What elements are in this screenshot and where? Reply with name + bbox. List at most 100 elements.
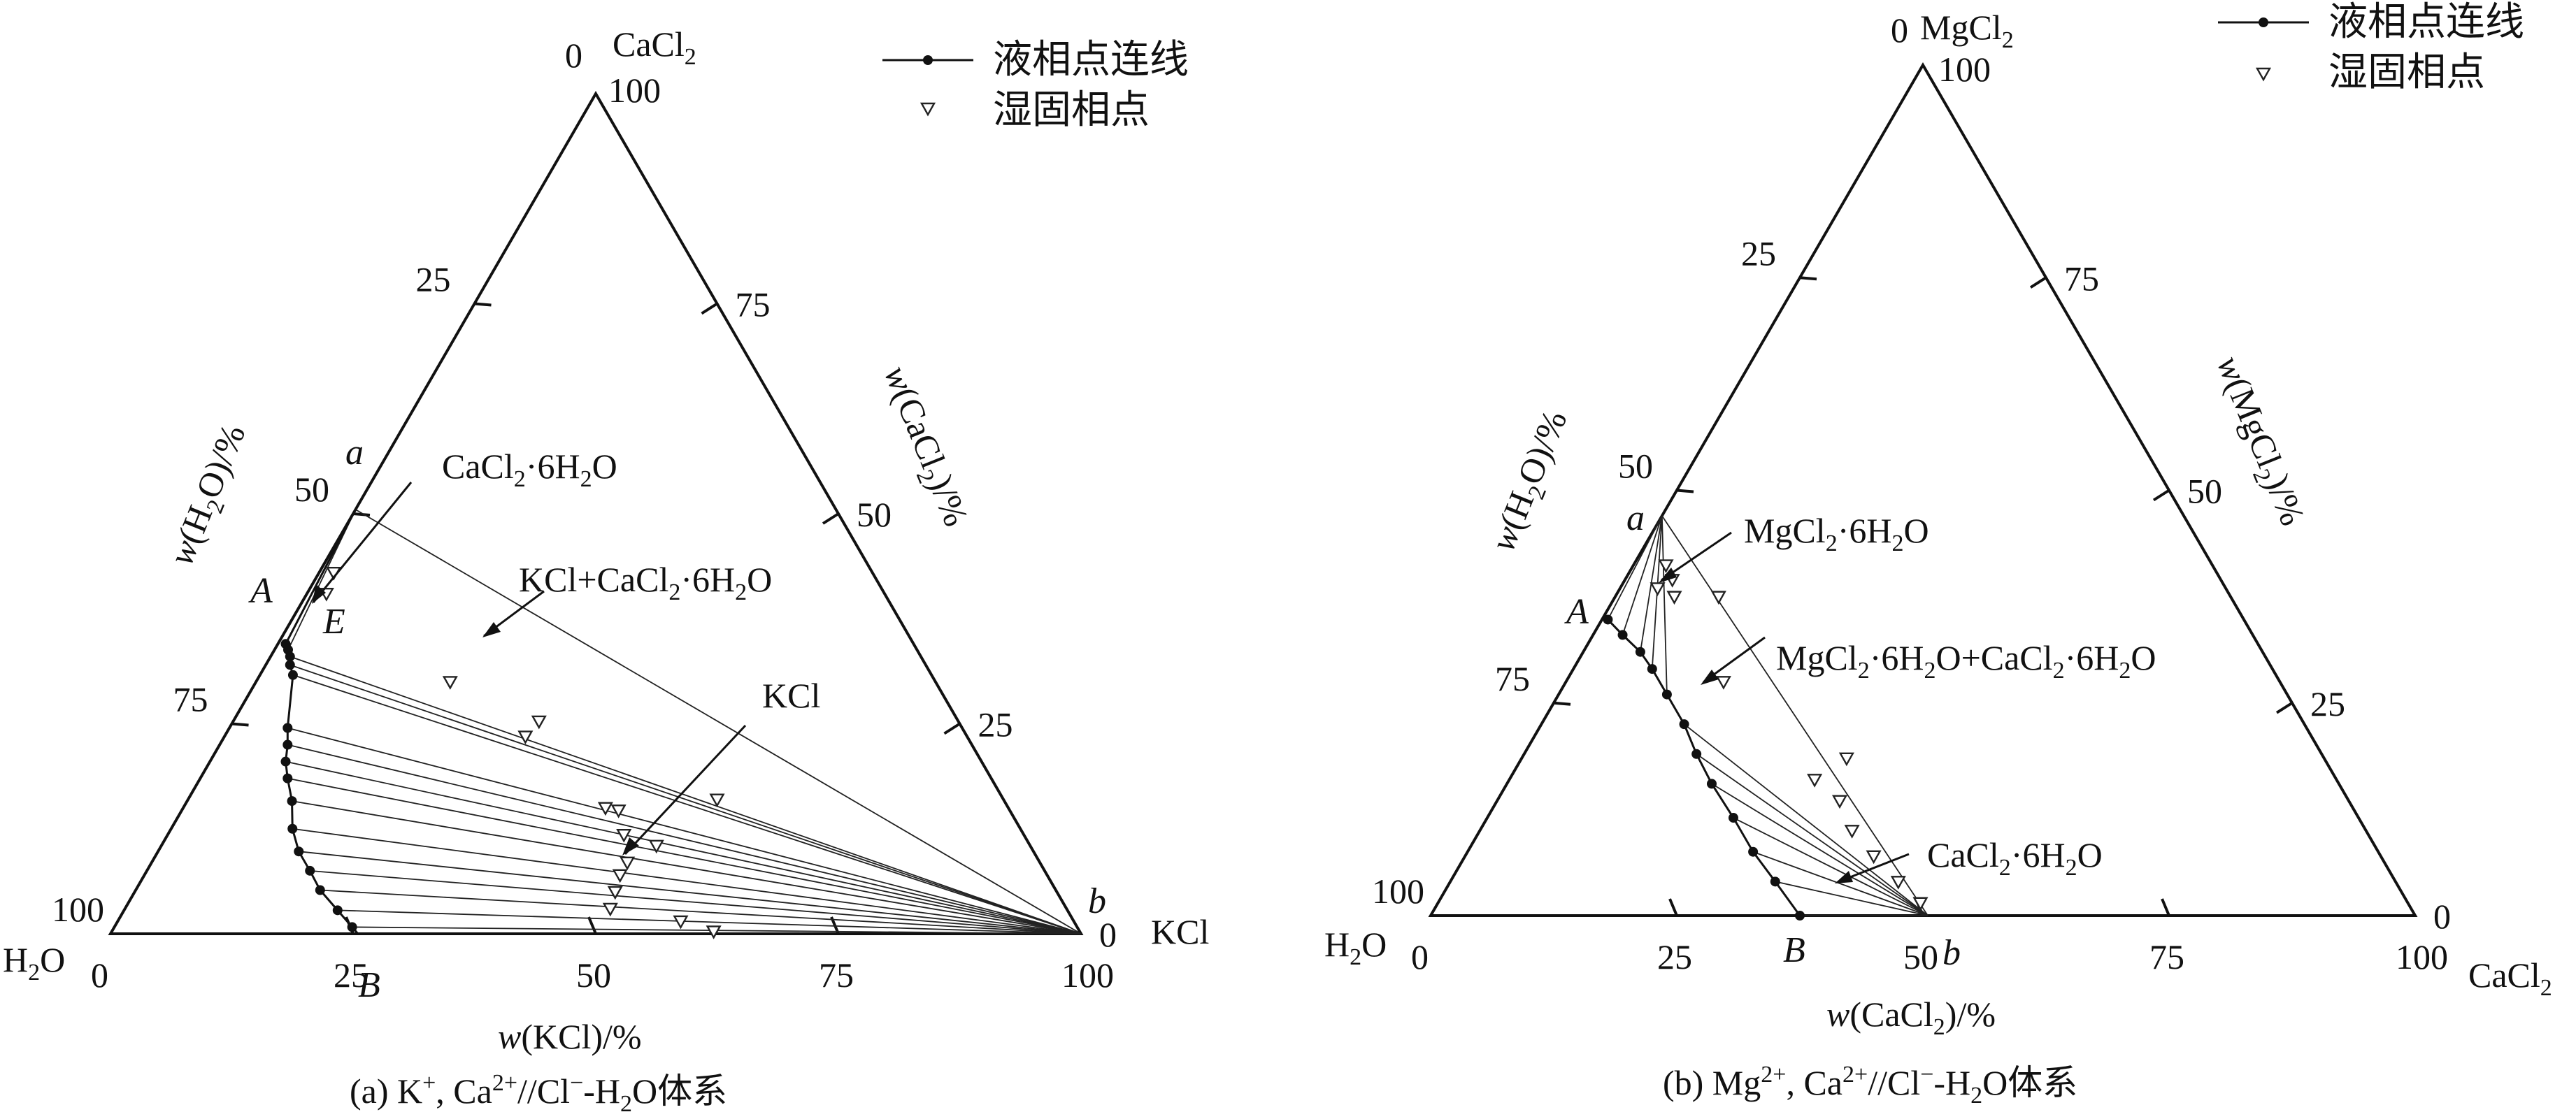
b-ticklabel-left-25: 25 xyxy=(1741,233,1776,273)
b-tick-right-50 xyxy=(2152,489,2170,502)
panel-a-arrowhead-mixed-region xyxy=(482,622,501,637)
b-tick-bottom-75 xyxy=(2161,898,2170,916)
a-wet-solid-point-10 xyxy=(620,856,636,871)
legend-b-liquid-dot xyxy=(2259,17,2268,27)
b-ticklabel-right-50: 50 xyxy=(2187,472,2222,511)
a-wet-solid-point-14 xyxy=(673,915,689,930)
panel-a-corner-apex-top: 0 xyxy=(565,36,582,75)
b-tie-line-8 xyxy=(1733,817,1929,916)
b-tie-line-1 xyxy=(1622,515,1663,635)
panel-b-corner-left: H2O xyxy=(1324,925,1387,970)
b-tick-right-25 xyxy=(2275,702,2294,714)
a-tick-right-25 xyxy=(943,722,961,735)
panel-b-corner-apex-100: 100 xyxy=(1938,50,1991,89)
panel-b-liquid-curve xyxy=(1603,614,1805,921)
a-tie-line-6 xyxy=(287,744,1082,934)
b-wet-solid-point-11 xyxy=(1890,876,1906,890)
a-ticklabel-right-25: 25 xyxy=(978,705,1013,744)
b-wet-solid-point-7 xyxy=(1807,774,1823,788)
panel-a-point-E: E xyxy=(322,602,345,642)
b-liquid-point-6 xyxy=(1691,749,1702,759)
panel-a-arrow-cacl2-hydrate xyxy=(312,482,413,603)
b-tie-line-5 xyxy=(1684,723,1929,916)
a-wet-solid-point-3 xyxy=(531,715,547,730)
b-ticklabel-right-25: 25 xyxy=(2310,684,2345,723)
a-liquid-point-12 xyxy=(305,865,315,876)
a-wet-solid-point-7 xyxy=(610,804,627,818)
a-liquid-point-10 xyxy=(287,823,298,834)
b-tie-line-0 xyxy=(1607,515,1663,620)
b-liquid-point-8 xyxy=(1728,813,1738,823)
b-liquid-point-5 xyxy=(1679,719,1689,730)
a-tick-right-75 xyxy=(701,302,718,315)
panel-b-point-b: b xyxy=(1942,933,1961,973)
panel-a-ticks: 0 25 50 75 100 100 75 50 25 0 25 50 75 xyxy=(52,260,1117,995)
panel-b-label-cacl2-hydrate: CaCl2·6H2O xyxy=(1927,835,2103,881)
a-ticklabel-bottom-0: 0 xyxy=(91,955,108,995)
a-liquid-point-4 xyxy=(287,670,298,680)
panel-a-point-b: b xyxy=(1088,881,1106,921)
panel-a-point-A: A xyxy=(248,571,273,611)
panel-a-label-cacl2-hydrate: CaCl2·6H2O xyxy=(442,447,617,492)
panel-b-axis-title-bottom: w(CaCl2)/% xyxy=(1826,995,1996,1040)
a-wet-solid-point-12 xyxy=(607,886,623,900)
b-liquid-point-9 xyxy=(1748,846,1759,857)
panel-b-point-A: A xyxy=(1564,592,1589,632)
a-tick-left-75 xyxy=(231,722,249,727)
a-tie-line-4 xyxy=(292,674,1082,934)
a-tick-bottom-50 xyxy=(587,916,597,934)
panel-a-label-mixed-region: KCl+CaCl2·6H2O xyxy=(519,560,772,605)
a-tick-left-50 xyxy=(352,512,371,517)
b-ticklabel-bottom-100: 100 xyxy=(2396,937,2448,976)
a-ticklabel-left-50: 50 xyxy=(294,470,329,509)
b-tick-left-75 xyxy=(1553,701,1571,706)
b-wet-solid-point-5 xyxy=(1715,676,1731,690)
legend-panel-b: 液相点连线 湿固相点 xyxy=(2218,1,2524,94)
b-wet-solid-point-3 xyxy=(1666,591,1682,605)
a-liquid-point-15 xyxy=(347,922,357,932)
panel-a-axis-title-bottom: w(KCl)/% xyxy=(498,1017,642,1056)
a-tie-line-2 xyxy=(289,656,1082,934)
panel-b-axis-title-left: w(H2O)/% xyxy=(1482,405,1580,558)
b-liquid-point-11 xyxy=(1795,911,1805,921)
a-ticklabel-right-50: 50 xyxy=(857,495,892,534)
panel-b-ticks: 0 25 50 75 100 100 75 50 25 0 25 50 75 xyxy=(1372,233,2451,976)
panel-b-corner-apex-top: 0 xyxy=(1891,10,1908,50)
panel-b-label-mixed-region: MgCl2·6H2O+CaCl2·6H2O xyxy=(1776,638,2156,684)
b-ticklabel-bottom-75: 75 xyxy=(2149,937,2184,976)
a-ticklabel-bottom-75: 75 xyxy=(819,955,854,995)
a-tie-line-a-b xyxy=(355,509,1082,934)
panel-a-tie-lines xyxy=(285,509,1082,934)
b-liquid-point-1 xyxy=(1617,630,1628,640)
b-liquid-point-3 xyxy=(1647,664,1657,674)
panel-a-corner-apex-100: 100 xyxy=(608,71,661,110)
legend-b-liquid-label: 液相点连线 xyxy=(2328,1,2524,44)
a-ticklabel-right-75: 75 xyxy=(736,285,771,324)
b-tick-right-75 xyxy=(2029,276,2047,289)
legend-b-wetsolid-marker xyxy=(2255,67,2272,82)
b-liquid-point-7 xyxy=(1706,779,1717,789)
b-tick-bottom-25 xyxy=(1668,898,1678,916)
b-liquid-point-2 xyxy=(1635,647,1645,657)
a-liquid-line xyxy=(284,509,359,934)
a-wet-solid-point-9 xyxy=(648,839,664,854)
panel-a-point-B: B xyxy=(358,965,380,1005)
b-ticklabel-left-75: 75 xyxy=(1495,659,1530,698)
a-wet-solid-point-11 xyxy=(612,869,628,883)
panel-a-arrowhead-cacl2-hydrate xyxy=(312,584,326,604)
panel-a-label-kcl-region: KCl xyxy=(762,676,820,715)
panel-b-ternary-diagram: 0 25 50 75 100 100 75 50 25 0 25 50 75 MgCl2·6H2O Mg… xyxy=(1324,8,2552,1109)
legend-b-wetsolid-label: 湿固相点 xyxy=(2328,51,2485,94)
b-wet-solid-point-6 xyxy=(1838,752,1854,767)
a-liquid-point-9 xyxy=(287,796,297,807)
b-wet-solid-point-2 xyxy=(1650,582,1666,596)
a-tie-line-12 xyxy=(310,869,1082,934)
panel-a-corner-right: KCl xyxy=(1151,912,1209,951)
b-liquid-point-0 xyxy=(1603,614,1613,625)
b-tick-left-25 xyxy=(1799,276,1817,281)
a-liquid-point-7 xyxy=(280,756,291,767)
b-tick-left-50 xyxy=(1676,489,1694,493)
panel-a-liquid-curve xyxy=(280,509,359,934)
b-ticklabel-right-75: 75 xyxy=(2064,259,2099,298)
